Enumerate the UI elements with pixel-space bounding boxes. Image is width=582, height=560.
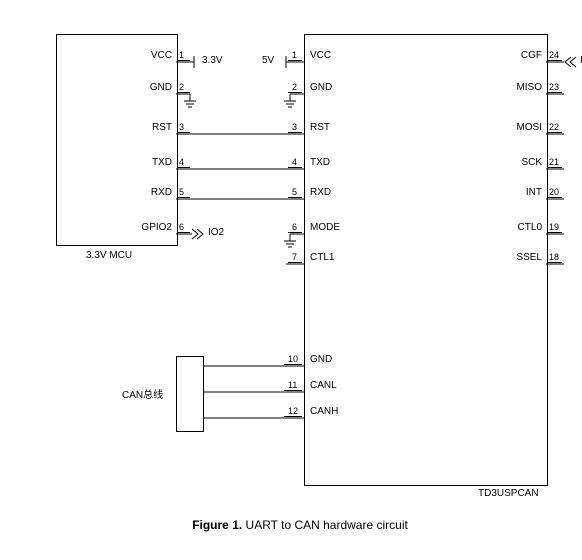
mod-right-label: CTL0 [510,222,542,233]
pin-underline [178,232,190,233]
mod-right-num: 18 [549,252,559,262]
mod-right-label: SCK [510,157,542,168]
mcu-pin-num: 4 [179,157,184,167]
pin-underline [178,197,190,198]
mcu-pin-label: VCC [140,50,172,61]
mod-left-label: VCC [310,50,331,61]
mod-right-num: 20 [549,187,559,197]
pin-underline [178,92,190,93]
mod-can-label: CANH [310,406,338,417]
mod-right-num: 23 [549,82,559,92]
mod-left-num: 2 [292,82,297,92]
mod-right-label: MOSI [510,122,542,133]
mcu-pin-num: 6 [179,222,184,232]
mod-left-label: MODE [310,222,340,233]
caption-bold: Figure 1. [192,518,242,532]
mcu-pin-num: 3 [179,122,184,132]
mod-can-num: 11 [288,380,297,390]
mod-left-label: CTL1 [310,252,334,263]
mcu-io2-note: IO2 [208,227,224,238]
mod-left-num: 6 [292,222,297,232]
mcu-pin-num: 5 [179,187,184,197]
mcu-vcc-note: 3.3V [202,55,223,66]
mod-can-num: 10 [288,354,298,364]
mcu-pin-label: RST [140,122,172,133]
mod-right-num: 19 [549,222,559,232]
mcu-pin-num: 2 [179,82,184,92]
mcu-pin-label: TXD [140,157,172,168]
mod-left-num: 3 [292,122,297,132]
mcu-pin-label: RXD [140,187,172,198]
mod-right-num: 24 [549,50,559,60]
mod-right-label: CGF [510,50,542,61]
pin-underline [178,60,190,61]
pin-underline [178,132,190,133]
mod-right-num: 21 [549,157,559,167]
mod-left-num: 4 [292,157,297,167]
mod-can-label: CANL [310,380,337,391]
pin-underline [548,167,562,168]
mod-can-label: GND [310,354,332,365]
mod-5v-note: 5V [262,55,274,66]
pin-underline [288,132,302,133]
mcu-pin-label: GND [140,82,172,93]
pin-underline [288,167,302,168]
figure-caption: Figure 1. UART to CAN hardware circuit [20,518,580,532]
pin-underline [284,364,302,365]
mod-left-label: GND [310,82,332,93]
mod-right-label: SSEL [510,252,542,263]
mod-right-label: MISO [510,82,542,93]
mod-left-label: RST [310,122,330,133]
pin-underline [178,167,190,168]
mod-right-label: INT [510,187,542,198]
pin-underline [548,262,562,263]
pin-underline [284,390,302,391]
pin-underline [548,232,562,233]
mcu-pin-num: 1 [179,50,184,60]
mod-can-num: 12 [288,406,298,416]
pin-underline [288,197,302,198]
caption-text: UART to CAN hardware circuit [242,518,408,532]
pin-underline [548,132,562,133]
pin-underline [288,262,302,263]
pin-underline [548,60,562,61]
mod-left-num: 1 [292,50,297,60]
pin-underline [288,232,302,233]
can-bus-label: CAN总线 [122,386,163,401]
pin-underline [548,197,562,198]
mod-left-label: TXD [310,157,330,168]
pin-underline [288,92,302,93]
pin-underline [288,60,302,61]
mod-left-num: 5 [292,187,297,197]
pin-underline [284,416,302,417]
mod-left-label: RXD [310,187,331,198]
terminal-block [176,356,204,432]
pin-underline [548,92,562,93]
mod-right-num: 22 [549,122,559,132]
mcu-pin-label: GPIO2 [140,222,172,233]
mod-left-num: 7 [292,252,297,262]
